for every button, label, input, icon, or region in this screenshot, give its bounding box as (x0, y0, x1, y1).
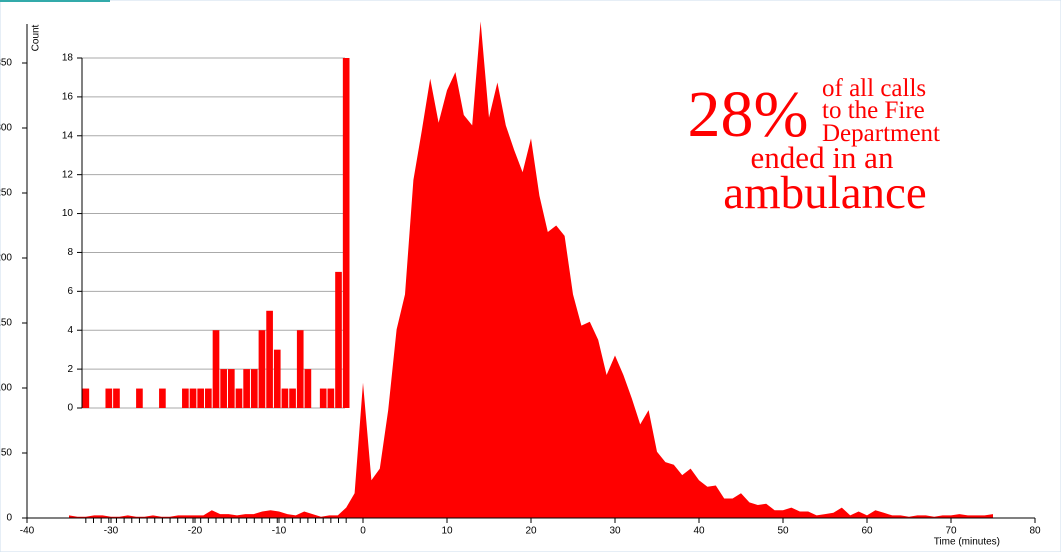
bar (258, 330, 266, 408)
bar (136, 388, 143, 408)
x-tick-label: 40 (693, 526, 705, 537)
y-tick-label: 10 (62, 208, 74, 219)
bar (159, 388, 166, 408)
bar (235, 388, 243, 408)
annotation: ended in an (751, 140, 894, 175)
bar (281, 388, 289, 408)
bar (342, 58, 350, 408)
bar (335, 271, 342, 408)
x-tick-label: -40 (20, 526, 35, 537)
x-tick-label: 30 (609, 526, 621, 537)
y-tick-label: 18 (62, 53, 74, 64)
y-tick-label: 200 (0, 253, 12, 264)
x-tick-label: -10 (272, 526, 287, 537)
y-tick-label: 150 (0, 318, 12, 329)
bar (205, 388, 212, 408)
bar (266, 310, 273, 408)
bar (243, 369, 250, 408)
y-tick-label: 0 (6, 513, 12, 524)
y-tick-label: 250 (0, 188, 12, 199)
bar (296, 330, 304, 408)
bar (227, 369, 235, 408)
bar (105, 388, 113, 408)
bar (327, 388, 335, 408)
y-axis-label: Count (31, 24, 42, 51)
annotation: 28% (688, 78, 809, 151)
y-tick-label: 350 (0, 58, 12, 69)
y-tick-label: 50 (1, 448, 13, 459)
x-tick-label: 0 (360, 526, 366, 537)
y-tick-label: 14 (62, 130, 74, 141)
x-tick-label: 60 (861, 526, 873, 537)
annotation: Department (822, 120, 940, 147)
y-tick-label: 2 (67, 364, 73, 375)
bar (212, 330, 220, 408)
y-tick-label: 100 (0, 383, 12, 394)
x-tick-label: 70 (945, 526, 957, 537)
x-tick-label: -30 (104, 526, 119, 537)
bar (220, 369, 227, 408)
bar (289, 388, 296, 408)
y-tick-label: 6 (67, 286, 73, 297)
x-tick-label: 20 (525, 526, 537, 537)
bar (304, 369, 312, 408)
annotation: ambulance (723, 167, 927, 219)
y-tick-label: 16 (62, 92, 74, 103)
bar (182, 388, 189, 408)
y-tick-label: 300 (0, 123, 12, 134)
y-tick-label: 0 (67, 403, 73, 414)
annotation: of all calls (822, 75, 926, 102)
area (69, 21, 993, 519)
bar (189, 388, 197, 408)
bar (82, 388, 90, 408)
x-tick-label: 80 (1029, 526, 1041, 537)
x-tick-label: 10 (441, 526, 453, 537)
y-tick-label: 8 (67, 247, 73, 258)
bar (273, 349, 281, 408)
x-tick-label: -20 (188, 526, 203, 537)
y-tick-label: 12 (62, 169, 74, 180)
bar (113, 388, 120, 408)
annotation: to the Fire (822, 97, 925, 124)
x-tick-label: 50 (777, 526, 789, 537)
y-tick-label: 4 (67, 325, 73, 336)
bar (250, 369, 258, 408)
x-axis-label: Time (minutes) (934, 537, 1000, 548)
bar (319, 388, 327, 408)
bar (197, 388, 205, 408)
